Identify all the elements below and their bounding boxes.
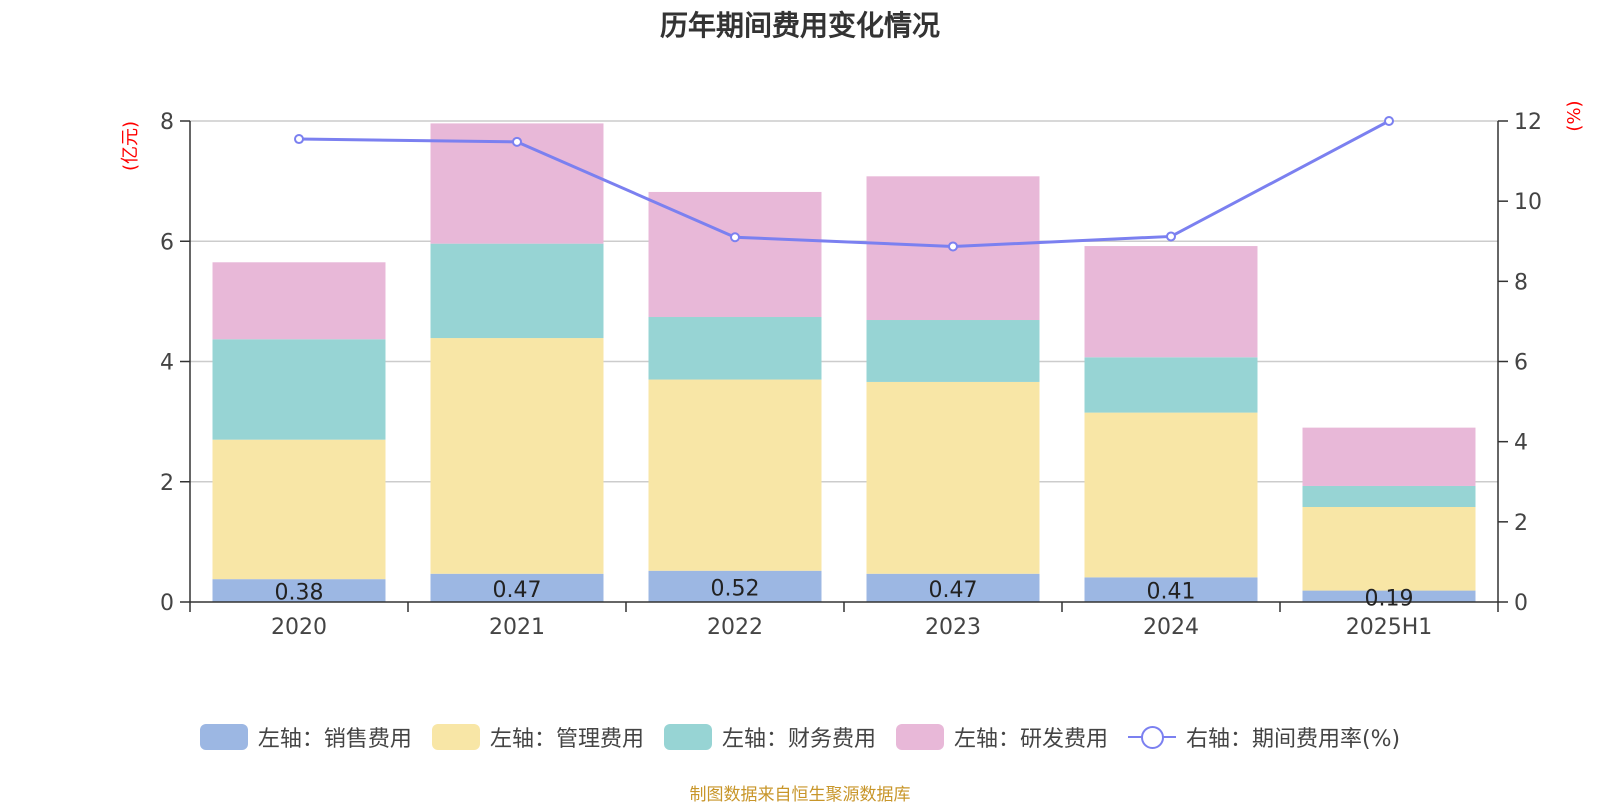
legend-label-admin: 左轴：管理费用	[489, 727, 644, 752]
bar-admin	[1302, 507, 1476, 591]
legend-swatch-rd	[895, 724, 944, 750]
bar-finance	[430, 243, 604, 339]
bar-finance	[1084, 357, 1258, 413]
legend-item-sales[interactable]: 左轴：销售费用	[199, 721, 412, 753]
data-label-sales: 0.19	[1365, 586, 1414, 611]
x-axis-tick-label: 2025H1	[1346, 615, 1433, 640]
bar-finance	[866, 320, 1040, 382]
right-axis-tick-label: 10	[1514, 190, 1542, 215]
data-label-sales: 0.52	[711, 576, 760, 601]
right-axis-unit-label: (%)	[1564, 100, 1585, 131]
bar-rd	[1084, 246, 1258, 358]
line-rate-point	[1166, 231, 1176, 242]
bar-admin	[212, 439, 386, 580]
line-rate-point	[948, 241, 958, 252]
left-axis-tick-label: 6	[160, 230, 174, 255]
right-axis-tick-label: 0	[1514, 591, 1528, 616]
line-rate-point	[294, 134, 304, 145]
legend-item-finance[interactable]: 左轴：财务费用	[663, 721, 876, 753]
right-axis-tick-label: 4	[1514, 431, 1528, 456]
left-axis-tick-label: 0	[160, 591, 174, 616]
bar-admin	[648, 379, 822, 571]
bar-admin	[430, 338, 604, 574]
bar-finance	[212, 339, 386, 440]
left-axis-tick-label: 8	[160, 110, 174, 135]
legend-label-rate: 右轴：期间费用率(%)	[1185, 727, 1401, 752]
legend-label-rd: 左轴：研发费用	[953, 727, 1108, 752]
legend-swatch-admin	[431, 724, 480, 750]
bar-sales	[866, 573, 1040, 602]
line-rate-point	[730, 232, 740, 243]
legend-swatch-rate	[1127, 724, 1176, 750]
bar-sales	[648, 570, 822, 602]
data-label-sales: 0.41	[1147, 580, 1196, 605]
line-rate-point	[512, 136, 522, 147]
right-axis-tick-label: 12	[1514, 110, 1542, 135]
bar-sales	[1084, 577, 1258, 602]
legend-swatch-sales	[199, 724, 248, 750]
bar-sales	[212, 579, 386, 602]
data-label-sales: 0.38	[275, 581, 324, 606]
line-rate-point	[1384, 116, 1394, 126]
x-axis-tick-label: 2022	[707, 615, 763, 640]
legend-label-finance: 左轴：财务费用	[721, 727, 876, 752]
right-axis-tick-label: 2	[1514, 511, 1528, 536]
bar-finance	[1302, 485, 1476, 508]
left-axis-tick-label: 2	[160, 471, 174, 496]
x-axis-tick-label: 2023	[925, 615, 981, 640]
x-axis-tick-label: 2024	[1143, 615, 1199, 640]
x-axis-tick-label: 2020	[271, 615, 327, 640]
bar-finance	[648, 317, 822, 380]
chart-legend: 左轴：销售费用 左轴：管理费用 左轴：财务费用 左轴：研发费用 右轴：期间费用率…	[0, 721, 1600, 753]
legend-label-sales: 左轴：销售费用	[257, 727, 412, 752]
chart-title: 历年期间费用变化情况	[659, 9, 940, 42]
left-axis-unit-label: (亿元)	[120, 121, 141, 171]
data-label-sales: 0.47	[493, 578, 542, 603]
left-axis-tick-label: 4	[160, 351, 174, 376]
bar-rd	[212, 262, 386, 340]
legend-item-admin[interactable]: 左轴：管理费用	[431, 721, 644, 753]
legend-item-rd[interactable]: 左轴：研发费用	[895, 721, 1108, 753]
legend-item-rate[interactable]: 右轴：期间费用率(%)	[1127, 721, 1401, 753]
data-label-sales: 0.47	[929, 578, 978, 603]
data-source-note: 制图数据来自恒生聚源数据库	[689, 785, 911, 805]
bar-admin	[866, 381, 1040, 574]
right-axis-tick-label: 6	[1514, 351, 1528, 376]
right-axis-tick-label: 8	[1514, 270, 1528, 295]
legend-swatch-finance	[663, 724, 712, 750]
bar-admin	[1084, 412, 1258, 578]
x-axis-tick-label: 2021	[489, 615, 545, 640]
bar-sales	[430, 573, 604, 602]
line-rate-series	[298, 119, 1390, 248]
bar-rd	[1302, 427, 1476, 486]
bar-sales	[1302, 590, 1476, 602]
